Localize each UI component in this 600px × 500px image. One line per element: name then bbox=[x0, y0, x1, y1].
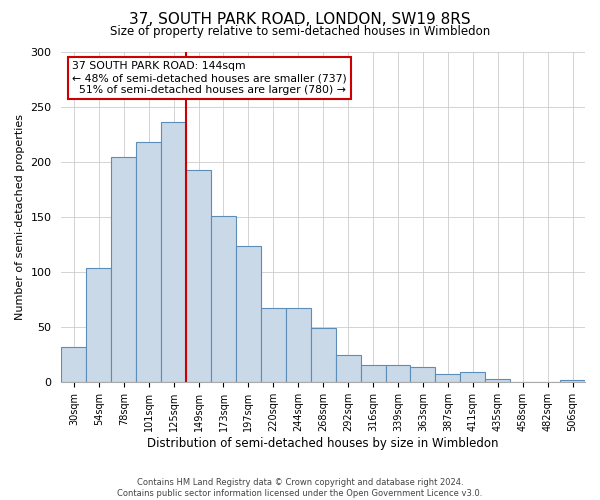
Bar bbox=[410, 367, 436, 382]
Text: 37 SOUTH PARK ROAD: 144sqm
← 48% of semi-detached houses are smaller (737)
  51%: 37 SOUTH PARK ROAD: 144sqm ← 48% of semi… bbox=[72, 62, 347, 94]
Bar bbox=[61, 347, 86, 382]
Bar bbox=[386, 364, 410, 382]
Bar bbox=[311, 328, 335, 382]
Bar bbox=[211, 216, 236, 382]
Bar bbox=[286, 308, 311, 382]
Bar bbox=[86, 268, 111, 382]
X-axis label: Distribution of semi-detached houses by size in Wimbledon: Distribution of semi-detached houses by … bbox=[148, 437, 499, 450]
Bar bbox=[236, 246, 261, 382]
Bar bbox=[111, 158, 136, 382]
Bar bbox=[136, 142, 161, 382]
Y-axis label: Number of semi-detached properties: Number of semi-detached properties bbox=[15, 114, 25, 320]
Bar bbox=[560, 380, 585, 382]
Bar bbox=[261, 308, 286, 382]
Text: Size of property relative to semi-detached houses in Wimbledon: Size of property relative to semi-detach… bbox=[110, 25, 490, 38]
Bar bbox=[361, 364, 386, 382]
Bar bbox=[335, 355, 361, 382]
Text: 37, SOUTH PARK ROAD, LONDON, SW19 8RS: 37, SOUTH PARK ROAD, LONDON, SW19 8RS bbox=[129, 12, 471, 28]
Bar bbox=[436, 374, 460, 382]
Text: Contains HM Land Registry data © Crown copyright and database right 2024.
Contai: Contains HM Land Registry data © Crown c… bbox=[118, 478, 482, 498]
Bar bbox=[460, 372, 485, 382]
Bar bbox=[161, 122, 186, 382]
Bar bbox=[485, 379, 510, 382]
Bar bbox=[186, 170, 211, 382]
